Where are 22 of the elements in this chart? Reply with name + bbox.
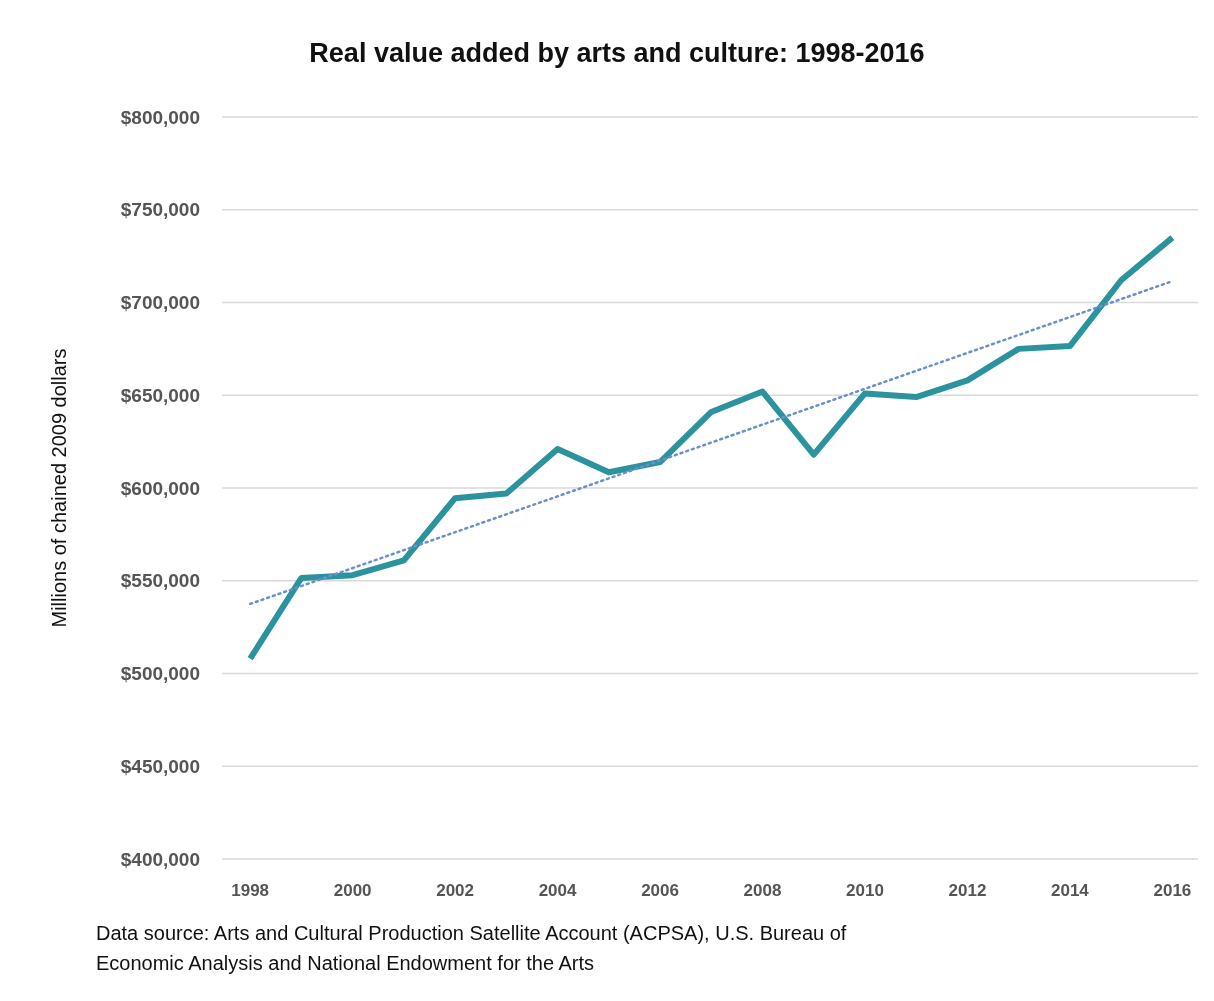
x-tick-label: 2000: [333, 881, 372, 900]
y-tick-label: $650,000: [120, 384, 200, 406]
x-tick-label: 2004: [538, 881, 578, 900]
x-tick-label: 2006: [641, 881, 679, 900]
y-tick-label: $800,000: [120, 106, 200, 128]
y-tick-label: $400,000: [120, 848, 200, 870]
y-tick-label: $500,000: [120, 663, 200, 685]
y-tick-label: $750,000: [120, 199, 200, 221]
x-tick-label: 2014: [1051, 881, 1090, 900]
x-tick-label: 2010: [846, 881, 884, 900]
x-tick-label: 1998: [231, 881, 270, 900]
source-note: Data source: Arts and Cultural Production Satellite Account (ACPSA), U.S. Bureau of Economic Analysis and National Endowment for the Arts: [96, 922, 847, 974]
chart-title: Real value added by arts and culture: 1998-2016: [309, 38, 925, 68]
x-tick-label: 2002: [436, 881, 475, 900]
y-tick-label: $700,000: [120, 292, 200, 314]
x-tick-label: 2016: [1153, 881, 1192, 900]
y-axis-title: Millions of chained 2009 dollars: [48, 348, 70, 628]
x-tick-label: 2008: [743, 881, 782, 900]
y-tick-label: $450,000: [120, 755, 200, 777]
y-tick-label: $600,000: [120, 477, 200, 499]
y-tick-label: $550,000: [120, 570, 200, 592]
x-tick-label: 2012: [948, 881, 987, 900]
